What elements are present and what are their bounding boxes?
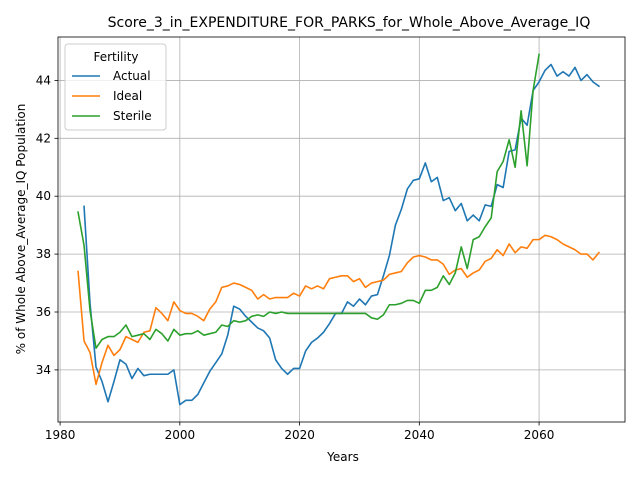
legend-label: Actual — [113, 69, 151, 83]
legend: Fertility Actual Ideal Sterile — [64, 43, 167, 131]
legend-frame — [64, 43, 167, 131]
y-tick-label: 36 — [36, 305, 51, 319]
y-axis-label: % of Whole Above_Average_IQ Population — [14, 104, 28, 355]
y-tick-label: 34 — [36, 363, 51, 377]
y-tick-label: 40 — [36, 189, 51, 203]
legend-label: Sterile — [113, 109, 152, 123]
x-tick-label: 1980 — [45, 428, 76, 442]
x-tick-label: 2060 — [524, 428, 555, 442]
y-tick-label: 38 — [36, 247, 51, 261]
x-tick-label: 2040 — [404, 428, 435, 442]
x-axis-ticks: 1980 2000 2020 2040 2060 — [45, 422, 555, 442]
series-line-sterile — [77, 53, 540, 349]
series-lines — [77, 53, 601, 406]
y-tick-label: 44 — [36, 73, 51, 87]
series-line-ideal — [77, 234, 601, 386]
x-axis-label: Years — [326, 450, 359, 464]
legend-entries: Actual Ideal Sterile — [72, 69, 152, 123]
x-tick-label: 2020 — [284, 428, 315, 442]
y-tick-label: 42 — [36, 131, 51, 145]
legend-label: Ideal — [113, 89, 142, 103]
x-tick-label: 2000 — [165, 428, 196, 442]
y-axis-ticks: 34 36 38 40 42 44 — [36, 73, 58, 377]
chart-title: Score_3_in_EXPENDITURE_FOR_PARKS_for_Who… — [108, 15, 591, 31]
plot-area-frame — [57, 36, 626, 423]
legend-title: Fertility — [93, 50, 138, 64]
